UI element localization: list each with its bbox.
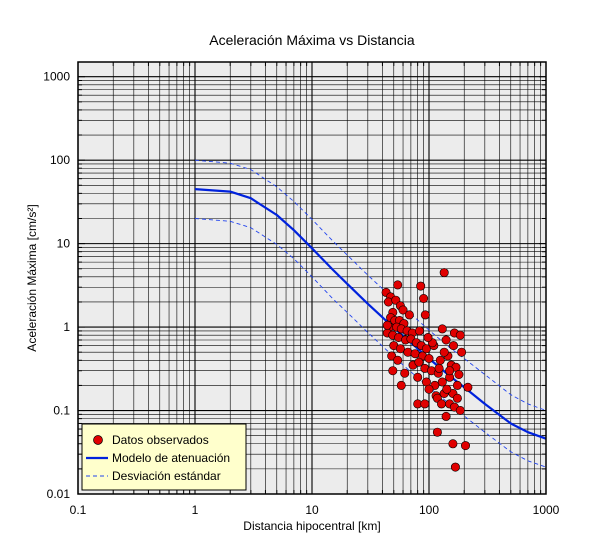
data-point bbox=[441, 335, 451, 345]
data-point bbox=[448, 439, 458, 449]
x-tick-label: 100 bbox=[419, 503, 439, 517]
data-point bbox=[442, 384, 452, 394]
data-point bbox=[414, 357, 424, 367]
data-point bbox=[445, 366, 455, 376]
y-tick-label: 1 bbox=[63, 320, 70, 334]
y-tick-label: 100 bbox=[50, 153, 70, 167]
series-line-model bbox=[194, 188, 547, 440]
data-point bbox=[382, 320, 392, 330]
y-tick-labels: 0.01 0.1 1 10 100 1000 bbox=[43, 70, 70, 501]
data-point bbox=[420, 399, 430, 409]
x-axis-label: Distancia hipocentral [km] bbox=[243, 519, 380, 533]
legend-box bbox=[81, 423, 247, 491]
data-point bbox=[400, 368, 410, 378]
y-tick-label: 0.01 bbox=[47, 487, 71, 501]
data-point bbox=[410, 349, 420, 359]
y-tick-label: 10 bbox=[57, 237, 71, 251]
data-point bbox=[435, 355, 445, 365]
data-point bbox=[388, 366, 398, 376]
x-tick-label: 10 bbox=[305, 503, 319, 517]
y-tick-label: 1000 bbox=[43, 70, 70, 84]
x-tick-labels: 0.1 1 10 100 1000 bbox=[70, 503, 560, 517]
data-point bbox=[463, 382, 473, 392]
data-point bbox=[420, 310, 430, 320]
legend-marker-points bbox=[93, 435, 103, 445]
data-point bbox=[404, 310, 414, 320]
series-line-deviation-3 bbox=[194, 218, 547, 468]
data-point bbox=[455, 405, 465, 415]
axis-ticks bbox=[77, 62, 546, 495]
data-point bbox=[455, 330, 465, 340]
data-point bbox=[424, 353, 434, 363]
data-point bbox=[424, 384, 434, 394]
data-point bbox=[460, 441, 470, 451]
legend-label-deviation: Desviación estándar bbox=[112, 469, 221, 483]
series-layer bbox=[194, 159, 547, 468]
data-point bbox=[452, 393, 462, 403]
data-point bbox=[439, 347, 449, 357]
data-point bbox=[434, 363, 444, 373]
plot-area bbox=[77, 61, 547, 495]
data-point bbox=[398, 305, 408, 315]
series-line-deviation-2 bbox=[194, 159, 547, 411]
data-point bbox=[432, 427, 442, 437]
y-tick-label: 0.1 bbox=[53, 404, 70, 418]
legend-label-model: Modelo de atenuación bbox=[112, 451, 230, 465]
data-point bbox=[383, 297, 393, 307]
data-point bbox=[437, 377, 447, 387]
data-point bbox=[395, 344, 405, 354]
data-point bbox=[414, 326, 424, 336]
chart-title: Aceleración Máxima vs Distancia bbox=[209, 32, 415, 48]
data-point bbox=[450, 462, 460, 472]
data-point bbox=[437, 324, 447, 334]
data-point bbox=[416, 281, 426, 291]
legend: Datos observados Modelo de atenuación De… bbox=[81, 423, 247, 491]
data-point bbox=[393, 280, 403, 290]
data-point bbox=[419, 293, 429, 303]
data-point bbox=[454, 369, 464, 379]
data-points bbox=[381, 268, 473, 472]
data-point bbox=[393, 355, 403, 365]
data-point bbox=[452, 380, 462, 390]
data-point bbox=[413, 372, 423, 382]
data-point bbox=[457, 347, 467, 357]
x-tick-label: 1 bbox=[192, 503, 199, 517]
data-point bbox=[423, 332, 433, 342]
y-axis-label: Aceleración Máxima [cm/s²] bbox=[25, 204, 39, 351]
data-point bbox=[439, 268, 449, 278]
data-point bbox=[441, 411, 451, 421]
x-tick-label: 1000 bbox=[533, 503, 560, 517]
legend-label-points: Datos observados bbox=[112, 433, 209, 447]
data-point bbox=[436, 399, 446, 409]
data-point bbox=[448, 341, 458, 351]
x-tick-label: 0.1 bbox=[70, 503, 87, 517]
grid-lines bbox=[77, 62, 546, 495]
data-point bbox=[396, 380, 406, 390]
